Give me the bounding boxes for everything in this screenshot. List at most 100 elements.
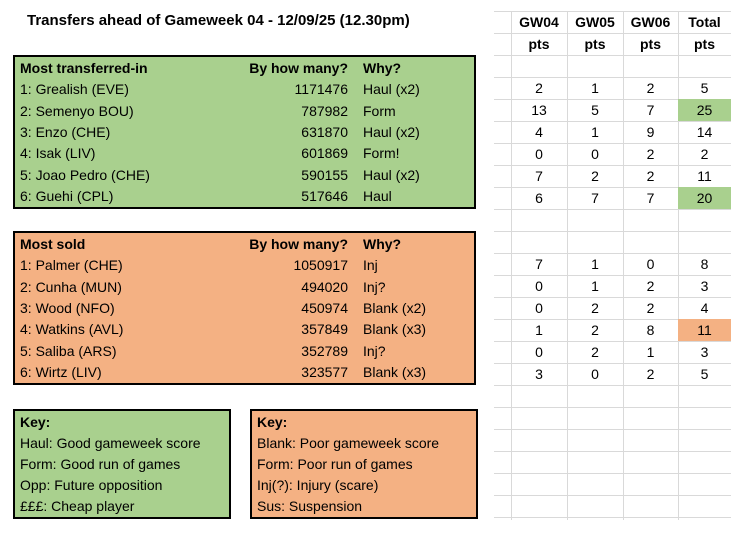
points-cell: 2 xyxy=(646,278,655,294)
player-name: 3: Enzo (CHE) xyxy=(20,123,111,140)
points-row: 13 5 7 25 xyxy=(511,99,731,121)
points-row: 4 1 9 14 xyxy=(511,121,731,143)
key-box-transfers-out: Key: Blank: Poor gameweek score Form: Po… xyxy=(250,409,478,519)
column-subheader-pts: pts xyxy=(584,36,606,52)
player-name: 6: Wirtz (LIV) xyxy=(20,364,102,381)
transfer-count: 450974 xyxy=(301,299,348,316)
transfer-count: 631870 xyxy=(301,123,348,140)
grid-header-row: GW04 GW05 GW06 Total xyxy=(511,11,731,33)
points-cell: 2 xyxy=(646,168,655,184)
points-cell: 7 xyxy=(535,168,543,184)
column-header-total: Total xyxy=(688,14,721,30)
player-name: 3: Wood (NFO) xyxy=(20,299,115,316)
transfer-count: 601869 xyxy=(301,145,348,162)
points-cell-total: 5 xyxy=(700,80,709,96)
column-subheader-pts: pts xyxy=(640,36,661,52)
table-row: 5: Saliba (ARS) 352789 Inj? xyxy=(15,340,474,361)
points-cell: 0 xyxy=(535,146,543,162)
points-cell: 0 xyxy=(535,300,543,316)
points-cell: 7 xyxy=(591,190,599,206)
points-cell: 1 xyxy=(591,124,599,140)
key-line: Blank: Poor gameweek score xyxy=(257,434,440,451)
points-cell: 3 xyxy=(535,366,543,382)
points-cell: 0 xyxy=(591,146,599,162)
points-cell: 13 xyxy=(531,102,547,118)
key-title: Key: xyxy=(20,413,51,430)
points-row: 1 2 8 11 xyxy=(511,319,731,341)
table-row: 4: Isak (LIV) 601869 Form! xyxy=(15,143,474,164)
points-cell: 1 xyxy=(591,278,599,294)
player-name: 4: Isak (LIV) xyxy=(20,145,96,162)
points-row: 0 1 2 3 xyxy=(511,275,731,297)
key-title: Key: xyxy=(257,413,288,430)
points-cell-total: 11 xyxy=(697,168,712,184)
count-column-header: By how many? xyxy=(249,59,348,76)
points-cell: 7 xyxy=(535,256,543,272)
transfers-out-header-row: Most sold By how many? Why? xyxy=(15,233,474,254)
transfer-reason: Haul (x2) xyxy=(363,123,420,140)
transfer-reason: Inj? xyxy=(363,342,386,359)
points-cell-total: 11 xyxy=(678,319,731,341)
table-title: Most sold xyxy=(20,235,86,252)
count-column-header: By how many? xyxy=(249,235,348,252)
player-name: 2: Cunha (MUN) xyxy=(20,278,122,295)
transfers-in-table: Most transferred-in By how many? Why? 1:… xyxy=(13,55,476,209)
points-cell: 2 xyxy=(646,80,655,96)
points-cell: 1 xyxy=(591,256,599,272)
points-cell: 8 xyxy=(646,322,655,338)
key-line: Haul: Good gameweek score xyxy=(20,434,201,451)
column-header-gw04: GW04 xyxy=(519,14,559,30)
table-row: 6: Wirtz (LIV) 323577 Blank (x3) xyxy=(15,362,474,383)
points-cell: 4 xyxy=(535,124,543,140)
points-cell: 2 xyxy=(646,366,655,382)
transfer-reason: Form xyxy=(363,102,396,119)
gridline-vertical xyxy=(511,11,512,520)
transfer-count: 494020 xyxy=(301,278,348,295)
transfer-count: 590155 xyxy=(301,166,348,183)
points-cell: 0 xyxy=(535,344,543,360)
points-cell-total: 4 xyxy=(700,300,709,316)
points-cell: 2 xyxy=(591,322,599,338)
player-name: 6: Guehi (CPL) xyxy=(20,188,114,205)
key-line: Sus: Suspension xyxy=(257,498,363,515)
points-row: 0 2 1 3 xyxy=(511,341,731,363)
player-name: 2: Semenyo BOU) xyxy=(20,102,134,119)
points-cell: 1 xyxy=(535,322,543,338)
table-row: 1: Grealish (EVE) 1171476 Haul (x2) xyxy=(15,78,474,99)
transfer-reason: Blank (x3) xyxy=(363,364,427,381)
points-row: 0 0 2 2 xyxy=(511,143,731,165)
points-cell-total: 3 xyxy=(700,344,709,360)
gridline-vertical xyxy=(678,11,679,520)
transfer-reason: Blank (x3) xyxy=(363,321,427,338)
transfer-count: 357849 xyxy=(301,321,348,338)
player-name: 1: Grealish (EVE) xyxy=(20,81,129,98)
key-box-transfers-in: Key: Haul: Good gameweek score Form: Goo… xyxy=(13,409,231,519)
points-cell: 1 xyxy=(591,80,599,96)
points-cell: 2 xyxy=(591,168,599,184)
gridline-vertical xyxy=(567,11,568,520)
points-cell-total: 25 xyxy=(678,99,731,121)
transfer-count: 352789 xyxy=(301,342,348,359)
key-line: Form: Good run of games xyxy=(20,456,181,472)
points-cell: 2 xyxy=(646,300,655,316)
column-header-gw05: GW05 xyxy=(575,14,615,30)
points-row: 7 2 2 11 xyxy=(511,165,731,187)
table-row: 5: Joao Pedro (CHE) 590155 Haul (x2) xyxy=(15,164,474,185)
points-cell: 1 xyxy=(646,344,655,360)
table-row: 2: Semenyo BOU) 787982 Form xyxy=(15,100,474,121)
player-name: 5: Saliba (ARS) xyxy=(20,342,117,359)
points-cell: 5 xyxy=(591,102,599,118)
table-row: 1: Palmer (CHE) 1050917 Inj xyxy=(15,254,474,275)
transfer-count: 1050917 xyxy=(293,257,348,274)
table-row: 4: Watkins (AVL) 357849 Blank (x3) xyxy=(15,319,474,340)
points-row: 0 2 2 4 xyxy=(511,297,731,319)
transfer-count: 787982 xyxy=(301,102,348,119)
transfer-reason: Inj xyxy=(363,257,378,274)
key-line: £££: Cheap player xyxy=(20,498,135,515)
gridline-vertical xyxy=(623,11,624,520)
player-name: 5: Joao Pedro (CHE) xyxy=(20,166,150,183)
transfers-in-header-row: Most transferred-in By how many? Why? xyxy=(15,57,474,78)
points-cell: 2 xyxy=(591,344,599,360)
points-row: 3 0 2 5 xyxy=(511,363,731,385)
transfers-out-table: Most sold By how many? Why? 1: Palmer (C… xyxy=(13,231,476,385)
